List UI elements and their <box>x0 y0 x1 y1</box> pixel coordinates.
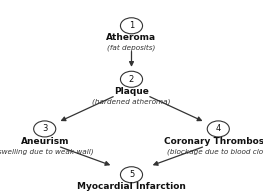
Text: (swelling due to weak wall): (swelling due to weak wall) <box>0 148 94 155</box>
Circle shape <box>120 18 143 34</box>
Circle shape <box>34 121 56 137</box>
Text: Atheroma: Atheroma <box>107 33 156 42</box>
Circle shape <box>120 167 143 183</box>
Text: (hardened atheroma): (hardened atheroma) <box>92 98 171 105</box>
Text: 3: 3 <box>42 124 47 134</box>
Text: 5: 5 <box>129 170 134 179</box>
Text: Plaque: Plaque <box>114 87 149 96</box>
Text: Aneurism: Aneurism <box>21 137 69 146</box>
Text: Myocardial Infarction: Myocardial Infarction <box>77 182 186 191</box>
Text: (fat deposits): (fat deposits) <box>107 45 156 52</box>
Text: 1: 1 <box>129 21 134 30</box>
Text: 2: 2 <box>129 75 134 84</box>
Text: (blockage due to blood clot): (blockage due to blood clot) <box>167 148 263 155</box>
Circle shape <box>207 121 229 137</box>
Circle shape <box>120 71 143 87</box>
Text: Coronary Thrombosis: Coronary Thrombosis <box>164 137 263 146</box>
Text: 4: 4 <box>216 124 221 134</box>
